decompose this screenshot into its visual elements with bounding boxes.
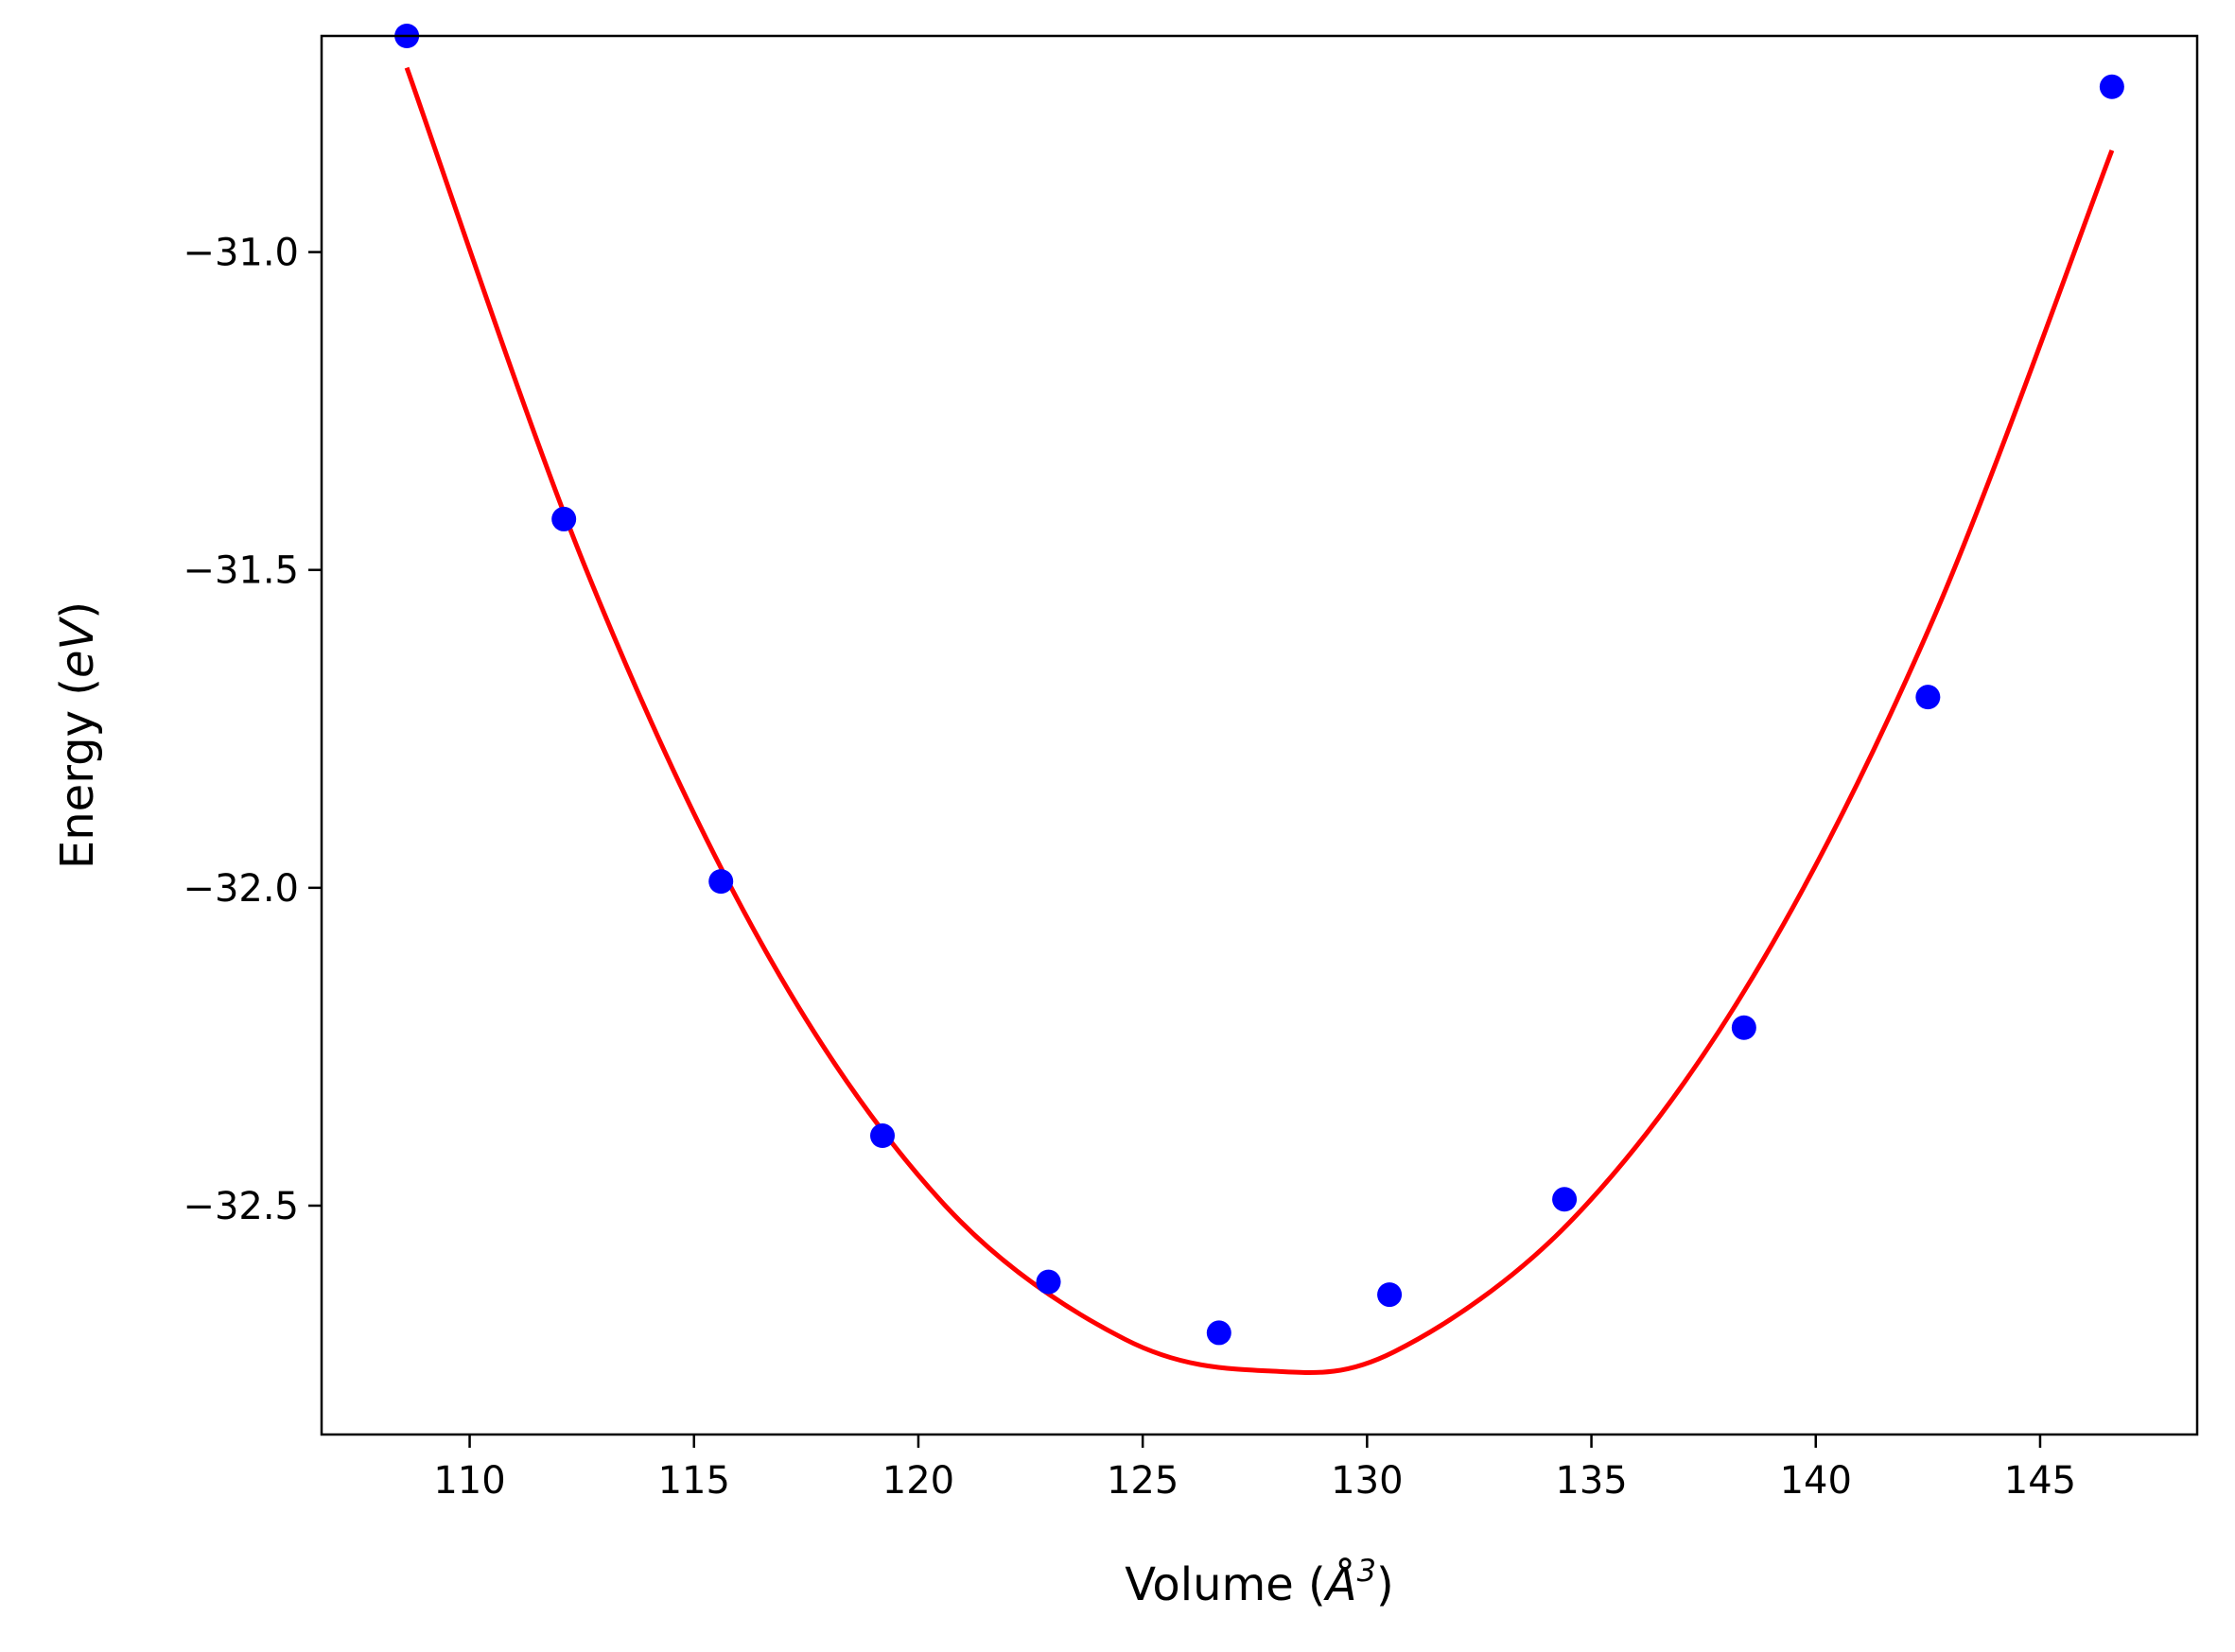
x-tick-label: 125 [1107,1459,1179,1503]
y-tick-label: −32.5 [183,1185,299,1228]
x-tick-label: 130 [1331,1459,1403,1503]
data-point [870,1123,896,1149]
x-axis-label-power: 3 [1357,1553,1376,1589]
fit-curve-layer [404,66,2115,1376]
y-axis-label-unit: eV [51,617,104,679]
data-points-layer [394,24,2124,1346]
fit-curve [404,66,2115,1376]
data-point [1731,1015,1756,1040]
y-axis-label-suffix: ) [51,601,104,619]
plot-area-frame [320,34,2199,1436]
x-axis-label-symbol: Å [1323,1557,1357,1611]
y-tick-label: −31.5 [183,549,299,593]
data-point [708,869,734,895]
data-point [1206,1320,1231,1346]
y-axis-label: Energy (eV) [51,601,104,869]
x-tick-label: 110 [433,1459,505,1503]
x-tick-label: 140 [1780,1459,1852,1503]
x-tick-label: 115 [658,1459,730,1503]
y-tick-label: −31.0 [183,232,299,275]
data-point [2099,74,2124,99]
x-axis-label: Volume (Å3) [1125,1553,1393,1611]
data-point [1036,1269,1061,1295]
data-point [1552,1187,1578,1212]
y-axis-label-prefix: Energy ( [51,678,104,869]
x-tick-label: 135 [1555,1459,1627,1503]
x-axis-label-suffix: ) [1376,1558,1394,1611]
y-axis-ticks: −31.0 −31.5 −32.0 −32.5 [183,232,322,1228]
x-tick-label: 145 [2004,1459,2076,1503]
data-point [1915,685,1941,710]
x-axis-label-prefix: Volume ( [1125,1558,1326,1611]
y-tick-label: −32.0 [183,867,299,911]
x-axis-ticks: 110 115 120 125 130 135 140 145 [433,1435,2076,1503]
data-point [1377,1282,1403,1308]
x-tick-label: 120 [882,1459,954,1503]
data-point [551,506,577,531]
